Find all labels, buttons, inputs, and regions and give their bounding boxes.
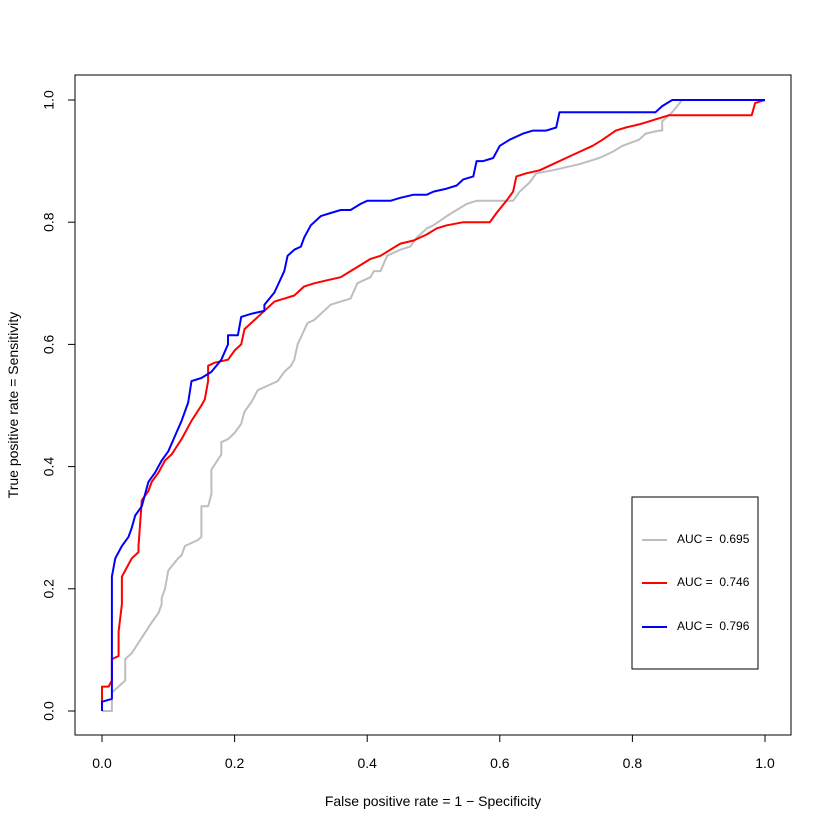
series-layer (101, 99, 766, 712)
roc-curve-2 (101, 99, 765, 711)
x-tick-label: 1.0 (755, 755, 775, 771)
y-tick-label: 0.0 (41, 701, 57, 721)
y-tick-label: 1.0 (41, 90, 57, 110)
y-tick-label: 0.6 (41, 334, 57, 354)
x-tick-label: 0.2 (225, 755, 245, 771)
x-axis-label: False positive rate = 1 − Specificity (325, 793, 541, 809)
roc-curve-1 (101, 99, 766, 711)
x-tick-label: 0.6 (490, 755, 510, 771)
y-axis-label: True positive rate = Sensitivity (5, 312, 21, 499)
legend-label-0: AUC = 0.695 (677, 532, 750, 546)
y-tick-label: 0.8 (41, 212, 57, 232)
y-tick-label: 0.2 (41, 579, 57, 599)
legend-label-1: AUC = 0.746 (677, 575, 750, 589)
x-tick-label: 0.4 (357, 755, 377, 771)
legend-label-2: AUC = 0.796 (677, 619, 750, 633)
roc-curve-0 (102, 99, 765, 712)
y-tick-label: 0.4 (41, 457, 57, 477)
x-tick-label: 0.0 (92, 755, 112, 771)
axes-layer: 0.0 0.2 0.4 0.6 0.8 1.0 0.0 0.2 0.4 0.6 0.8 1.0 (41, 90, 775, 771)
x-tick-label: 0.8 (623, 755, 643, 771)
legend: AUC = 0.695 AUC = 0.746 AUC = 0.796 (631, 496, 759, 670)
